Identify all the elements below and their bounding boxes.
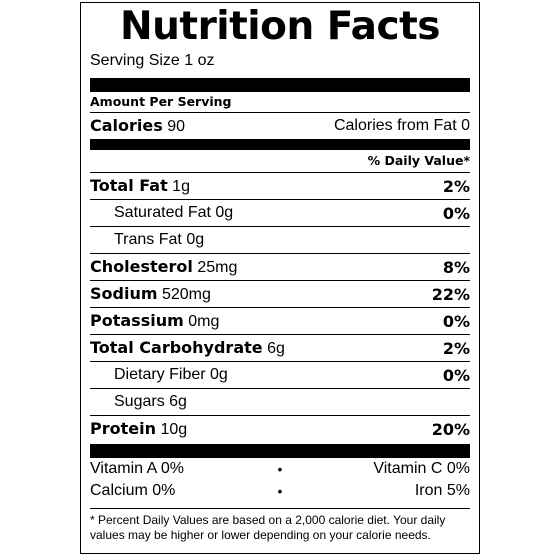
nutrient-row-protein: Protein 10g 20% [90,416,470,442]
nutrient-row-trans-fat: Trans Fat 0g [90,227,470,254]
nutrient-amount: 1g [172,178,190,195]
serving-size: Serving Size 1 oz [90,52,215,69]
calories-from-fat: Calories from Fat 0 [333,117,470,134]
nutrient-name: Protein [90,419,156,438]
nutrient-name: Total Fat [90,176,168,195]
vitamin-a: Vitamin A 0% [90,460,184,477]
thick-divider [90,78,470,92]
nutrient-name: Cholesterol [90,257,193,276]
nutrient-dv: 2% [442,338,470,358]
nutrient-dv: 0% [442,365,470,385]
nutrient-name: Trans Fat [114,231,182,248]
nutrient-dv: 8% [442,257,470,277]
nutrient-name: Total Carbohydrate [90,338,263,357]
nutrient-dv: 0% [442,203,470,223]
amount-per-serving: Amount Per Serving [90,92,470,113]
nutrient-row-potassium: Potassium 0mg 0% [90,308,470,335]
bullet: • [277,483,283,499]
calories-row: Calories 90 Calories from Fat 0 [90,113,470,140]
footnote: * Percent Daily Values are based on a 2,… [90,508,470,543]
nutrient-name: Dietary Fiber [114,366,206,383]
nutrient-name: Saturated Fat [114,204,211,221]
nutrient-name: Potassium [90,311,184,330]
nutrient-row-dietary-fiber: Dietary Fiber 0g 0% [90,362,470,389]
label-title: Nutrition Facts [120,4,440,49]
medium-divider [90,140,470,150]
daily-value-header: % Daily Value* [90,150,470,173]
nutrient-amount: 6g [169,393,187,410]
vitamin-c: Vitamin C 0% [373,460,470,477]
nutrient-amount: 10g [160,421,188,438]
nutrient-dv: 0% [442,311,470,331]
calcium: Calcium 0% [90,482,176,499]
nutrient-name: Sugars [114,393,165,410]
minerals-row: Calcium 0% • Iron 5% [90,480,470,502]
nutrient-amount: 6g [267,340,285,357]
nutrient-amount: 0g [215,204,234,221]
nutrient-dv: 2% [442,176,470,196]
nutrition-facts-label: Nutrition Facts Serving Size 1 oz Amount… [80,2,480,554]
nutrient-row-cholesterol: Cholesterol 25mg 8% [90,254,470,281]
nutrient-dv: 22% [431,284,470,304]
calories-label: Calories [90,116,163,135]
nutrient-row-sodium: Sodium 520mg 22% [90,281,470,308]
nutrient-row-total-carbohydrate: Total Carbohydrate 6g 2% [90,335,470,362]
bullet: • [277,461,283,477]
calories-value: 90 [167,118,186,135]
nutrient-name: Sodium [90,284,158,303]
nutrient-amount: 0g [210,366,228,383]
iron: Iron 5% [414,482,470,499]
thick-divider [90,444,470,458]
nutrient-row-sugars: Sugars 6g [90,389,470,416]
nutrient-amount: 25mg [197,259,238,276]
nutrient-amount: 520mg [161,286,211,303]
nutrient-amount: 0mg [188,313,220,330]
vitamins-row: Vitamin A 0% • Vitamin C 0% [90,458,470,480]
nutrient-amount: 0g [186,231,205,248]
nutrient-row-saturated-fat: Saturated Fat 0g 0% [90,200,470,227]
nutrient-row-total-fat: Total Fat 1g 2% [90,173,470,200]
nutrient-dv: 20% [431,419,470,439]
